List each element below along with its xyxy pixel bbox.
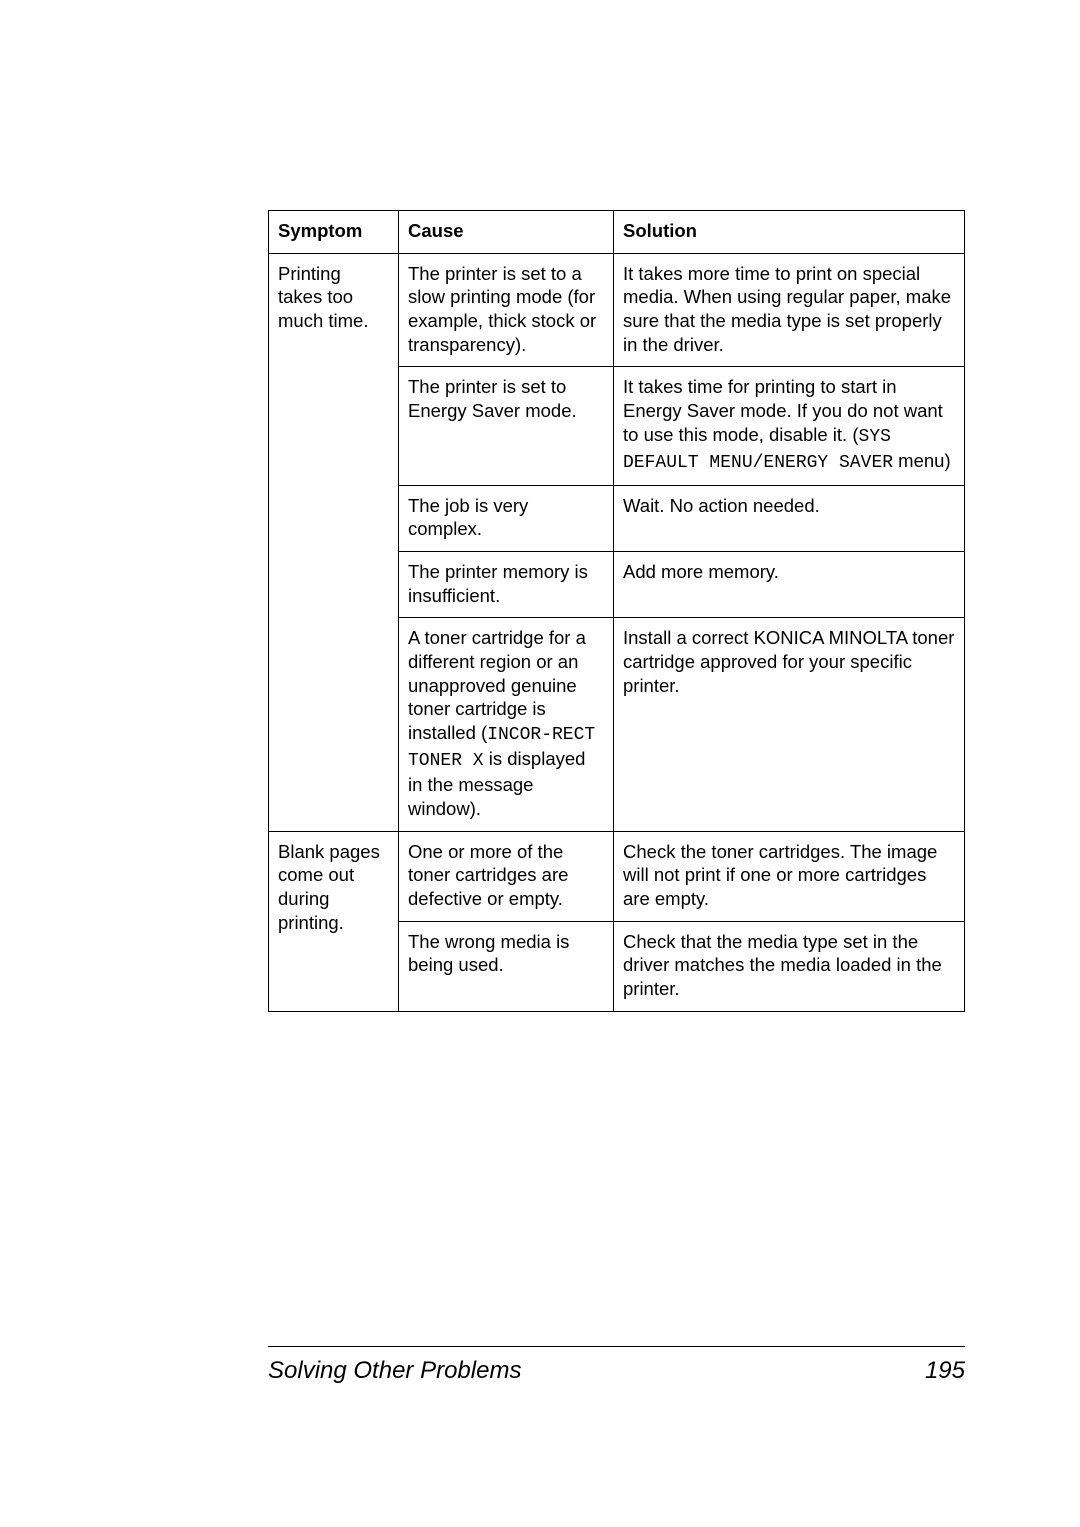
header-cause: Cause — [399, 211, 614, 254]
cell-solution: Install a correct KONICA MINOLTA toner c… — [614, 618, 965, 831]
table-header-row: Symptom Cause Solution — [269, 211, 965, 254]
cell-solution: Add more memory. — [614, 552, 965, 618]
cell-cause: One or more of the toner cartridges are … — [399, 831, 614, 921]
cell-symptom: Blank pages come out during printing. — [269, 831, 399, 1011]
header-solution: Solution — [614, 211, 965, 254]
cell-cause: A toner cartridge for a different region… — [399, 618, 614, 831]
cell-cause: The printer is set to a slow printing mo… — [399, 253, 614, 367]
footer-page-number: 195 — [925, 1357, 965, 1385]
page-content: Symptom Cause Solution Printing takes to… — [0, 0, 1080, 1012]
cell-cause: The job is very complex. — [399, 485, 614, 551]
cell-solution: It takes more time to print on special m… — [614, 253, 965, 367]
cell-cause: The printer is set to Energy Saver mode. — [399, 367, 614, 485]
footer-section-title: Solving Other Problems — [268, 1357, 521, 1385]
cell-symptom: Printing takes too much time. — [269, 253, 399, 831]
cell-cause: The wrong media is being used. — [399, 921, 614, 1011]
table-row: Printing takes too much time. The printe… — [269, 253, 965, 367]
header-symptom: Symptom — [269, 211, 399, 254]
cell-solution: Wait. No action needed. — [614, 485, 965, 551]
cell-solution: It takes time for printing to start in E… — [614, 367, 965, 485]
cell-solution: Check the toner cartridges. The image wi… — [614, 831, 965, 921]
page-footer: Solving Other Problems 195 — [268, 1346, 965, 1385]
cell-cause: The printer memory is insufficient. — [399, 552, 614, 618]
table-row: Blank pages come out during printing. On… — [269, 831, 965, 921]
troubleshooting-table: Symptom Cause Solution Printing takes to… — [268, 210, 965, 1012]
cell-solution: Check that the media type set in the dri… — [614, 921, 965, 1011]
